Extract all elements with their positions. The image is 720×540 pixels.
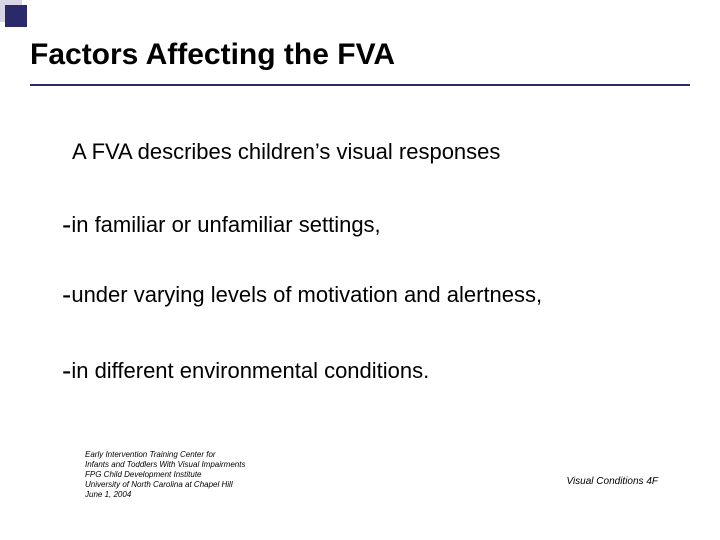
bullet-3: -in different environmental conditions. <box>62 358 429 384</box>
bullet-dash: - <box>62 214 71 236</box>
deco-square-dark <box>5 5 27 27</box>
footer-left-line-1: Early Intervention Training Center for <box>85 450 245 460</box>
slide-container: Factors Affecting the FVA A FVA describe… <box>0 0 720 540</box>
footer-left-line-3: FPG Child Development Institute <box>85 470 245 480</box>
bullet-3-text: in different environmental conditions. <box>71 358 429 383</box>
bullet-2: -under varying levels of motivation and … <box>62 282 542 308</box>
header-divider <box>30 84 690 86</box>
footer-left-line-4: University of North Carolina at Chapel H… <box>85 480 245 490</box>
footer-left: Early Intervention Training Center for I… <box>85 450 245 500</box>
footer-right: Visual Conditions 4F <box>566 476 658 487</box>
slide-title: Factors Affecting the FVA <box>30 38 395 72</box>
bullet-dash: - <box>62 360 71 382</box>
bullet-1-text: in familiar or unfamiliar settings, <box>71 212 380 237</box>
bullet-1: -in familiar or unfamiliar settings, <box>62 212 381 238</box>
footer-left-line-5: June 1, 2004 <box>85 490 245 500</box>
footer-left-line-2: Infants and Toddlers With Visual Impairm… <box>85 460 245 470</box>
intro-text: A FVA describes children’s visual respon… <box>72 139 500 165</box>
corner-decoration <box>0 0 40 30</box>
bullet-2-text: under varying levels of motivation and a… <box>71 282 542 307</box>
bullet-dash: - <box>62 284 71 306</box>
